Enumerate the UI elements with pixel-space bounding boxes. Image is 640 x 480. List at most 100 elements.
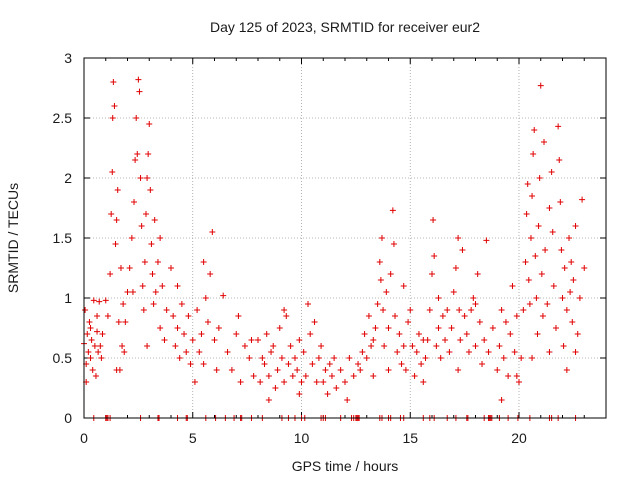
data-point	[450, 289, 457, 295]
data-point	[120, 301, 127, 307]
data-point	[546, 205, 553, 211]
data-point	[305, 301, 312, 307]
data-point	[220, 292, 227, 299]
data-point	[145, 151, 152, 157]
data-point	[241, 343, 248, 349]
data-point	[318, 343, 325, 349]
data-point	[470, 295, 477, 301]
data-point	[534, 331, 541, 337]
data-point	[246, 355, 253, 361]
data-point	[129, 289, 136, 295]
data-point	[563, 367, 570, 373]
data-point	[328, 373, 335, 379]
data-point	[498, 397, 505, 403]
data-point	[235, 313, 242, 319]
data-point	[296, 337, 303, 343]
data-point	[141, 259, 148, 265]
data-point	[370, 373, 377, 379]
data-point	[152, 289, 159, 295]
data-point	[104, 313, 111, 319]
data-point	[250, 373, 257, 379]
data-point	[472, 343, 479, 349]
data-point	[468, 307, 475, 313]
data-point	[560, 343, 567, 349]
data-point	[183, 349, 190, 355]
data-point	[215, 325, 222, 331]
data-point	[572, 349, 579, 355]
data-point	[209, 229, 216, 235]
data-point	[496, 343, 503, 349]
data-point	[154, 259, 161, 265]
data-point	[113, 217, 120, 223]
data-point	[88, 337, 95, 343]
data-point	[537, 82, 544, 89]
data-point	[324, 391, 331, 397]
data-point	[287, 343, 294, 349]
data-point	[172, 343, 179, 349]
data-point	[548, 169, 555, 175]
data-point	[558, 247, 565, 253]
data-point	[307, 331, 314, 337]
data-point	[213, 367, 220, 373]
data-point	[385, 367, 392, 373]
data-point	[187, 361, 194, 367]
data-point	[233, 331, 240, 337]
data-point	[413, 349, 420, 355]
data-point	[502, 319, 509, 325]
data-points	[81, 76, 588, 421]
data-point	[283, 313, 290, 319]
data-point	[390, 241, 397, 247]
data-point	[459, 247, 466, 253]
data-point	[291, 355, 298, 361]
data-point	[383, 289, 390, 295]
data-point	[198, 331, 205, 337]
data-point	[91, 343, 98, 349]
data-point	[102, 297, 109, 304]
data-point	[140, 307, 147, 313]
data-point	[134, 151, 141, 157]
data-point	[274, 367, 281, 373]
data-point	[92, 373, 99, 379]
data-point	[524, 181, 531, 187]
data-point	[149, 271, 156, 277]
data-point	[431, 253, 438, 259]
data-point	[378, 235, 385, 241]
data-point	[355, 361, 362, 367]
data-point	[344, 397, 351, 403]
data-point	[128, 235, 135, 241]
data-point	[377, 277, 384, 283]
data-point	[376, 259, 383, 265]
data-point	[131, 199, 138, 205]
data-point	[533, 295, 540, 301]
data-point	[97, 343, 104, 349]
data-point	[133, 115, 140, 121]
data-point	[567, 289, 574, 295]
data-point	[418, 361, 425, 367]
x-tick-label: 20	[511, 430, 527, 446]
data-point	[189, 337, 196, 343]
data-point	[579, 196, 586, 203]
data-point	[142, 211, 149, 217]
data-point	[452, 265, 459, 271]
data-point	[483, 237, 490, 244]
data-point	[168, 265, 174, 271]
data-point	[456, 307, 463, 313]
data-point	[178, 301, 185, 307]
data-point	[350, 373, 357, 379]
data-point	[90, 297, 97, 304]
data-point	[442, 337, 449, 343]
x-tick-label: 10	[294, 430, 310, 446]
data-point	[435, 325, 442, 331]
data-point	[361, 331, 368, 337]
data-point	[363, 355, 370, 361]
y-axis-label: SRMTID / TECUs	[5, 183, 21, 293]
data-point	[333, 385, 340, 391]
y-tick-label: 2.5	[53, 110, 73, 126]
data-point	[370, 337, 377, 343]
y-tick-label: 1	[64, 290, 72, 306]
data-point	[568, 259, 575, 265]
data-point	[237, 379, 244, 385]
data-point	[509, 283, 516, 289]
data-point	[563, 307, 570, 313]
data-point	[109, 115, 116, 121]
